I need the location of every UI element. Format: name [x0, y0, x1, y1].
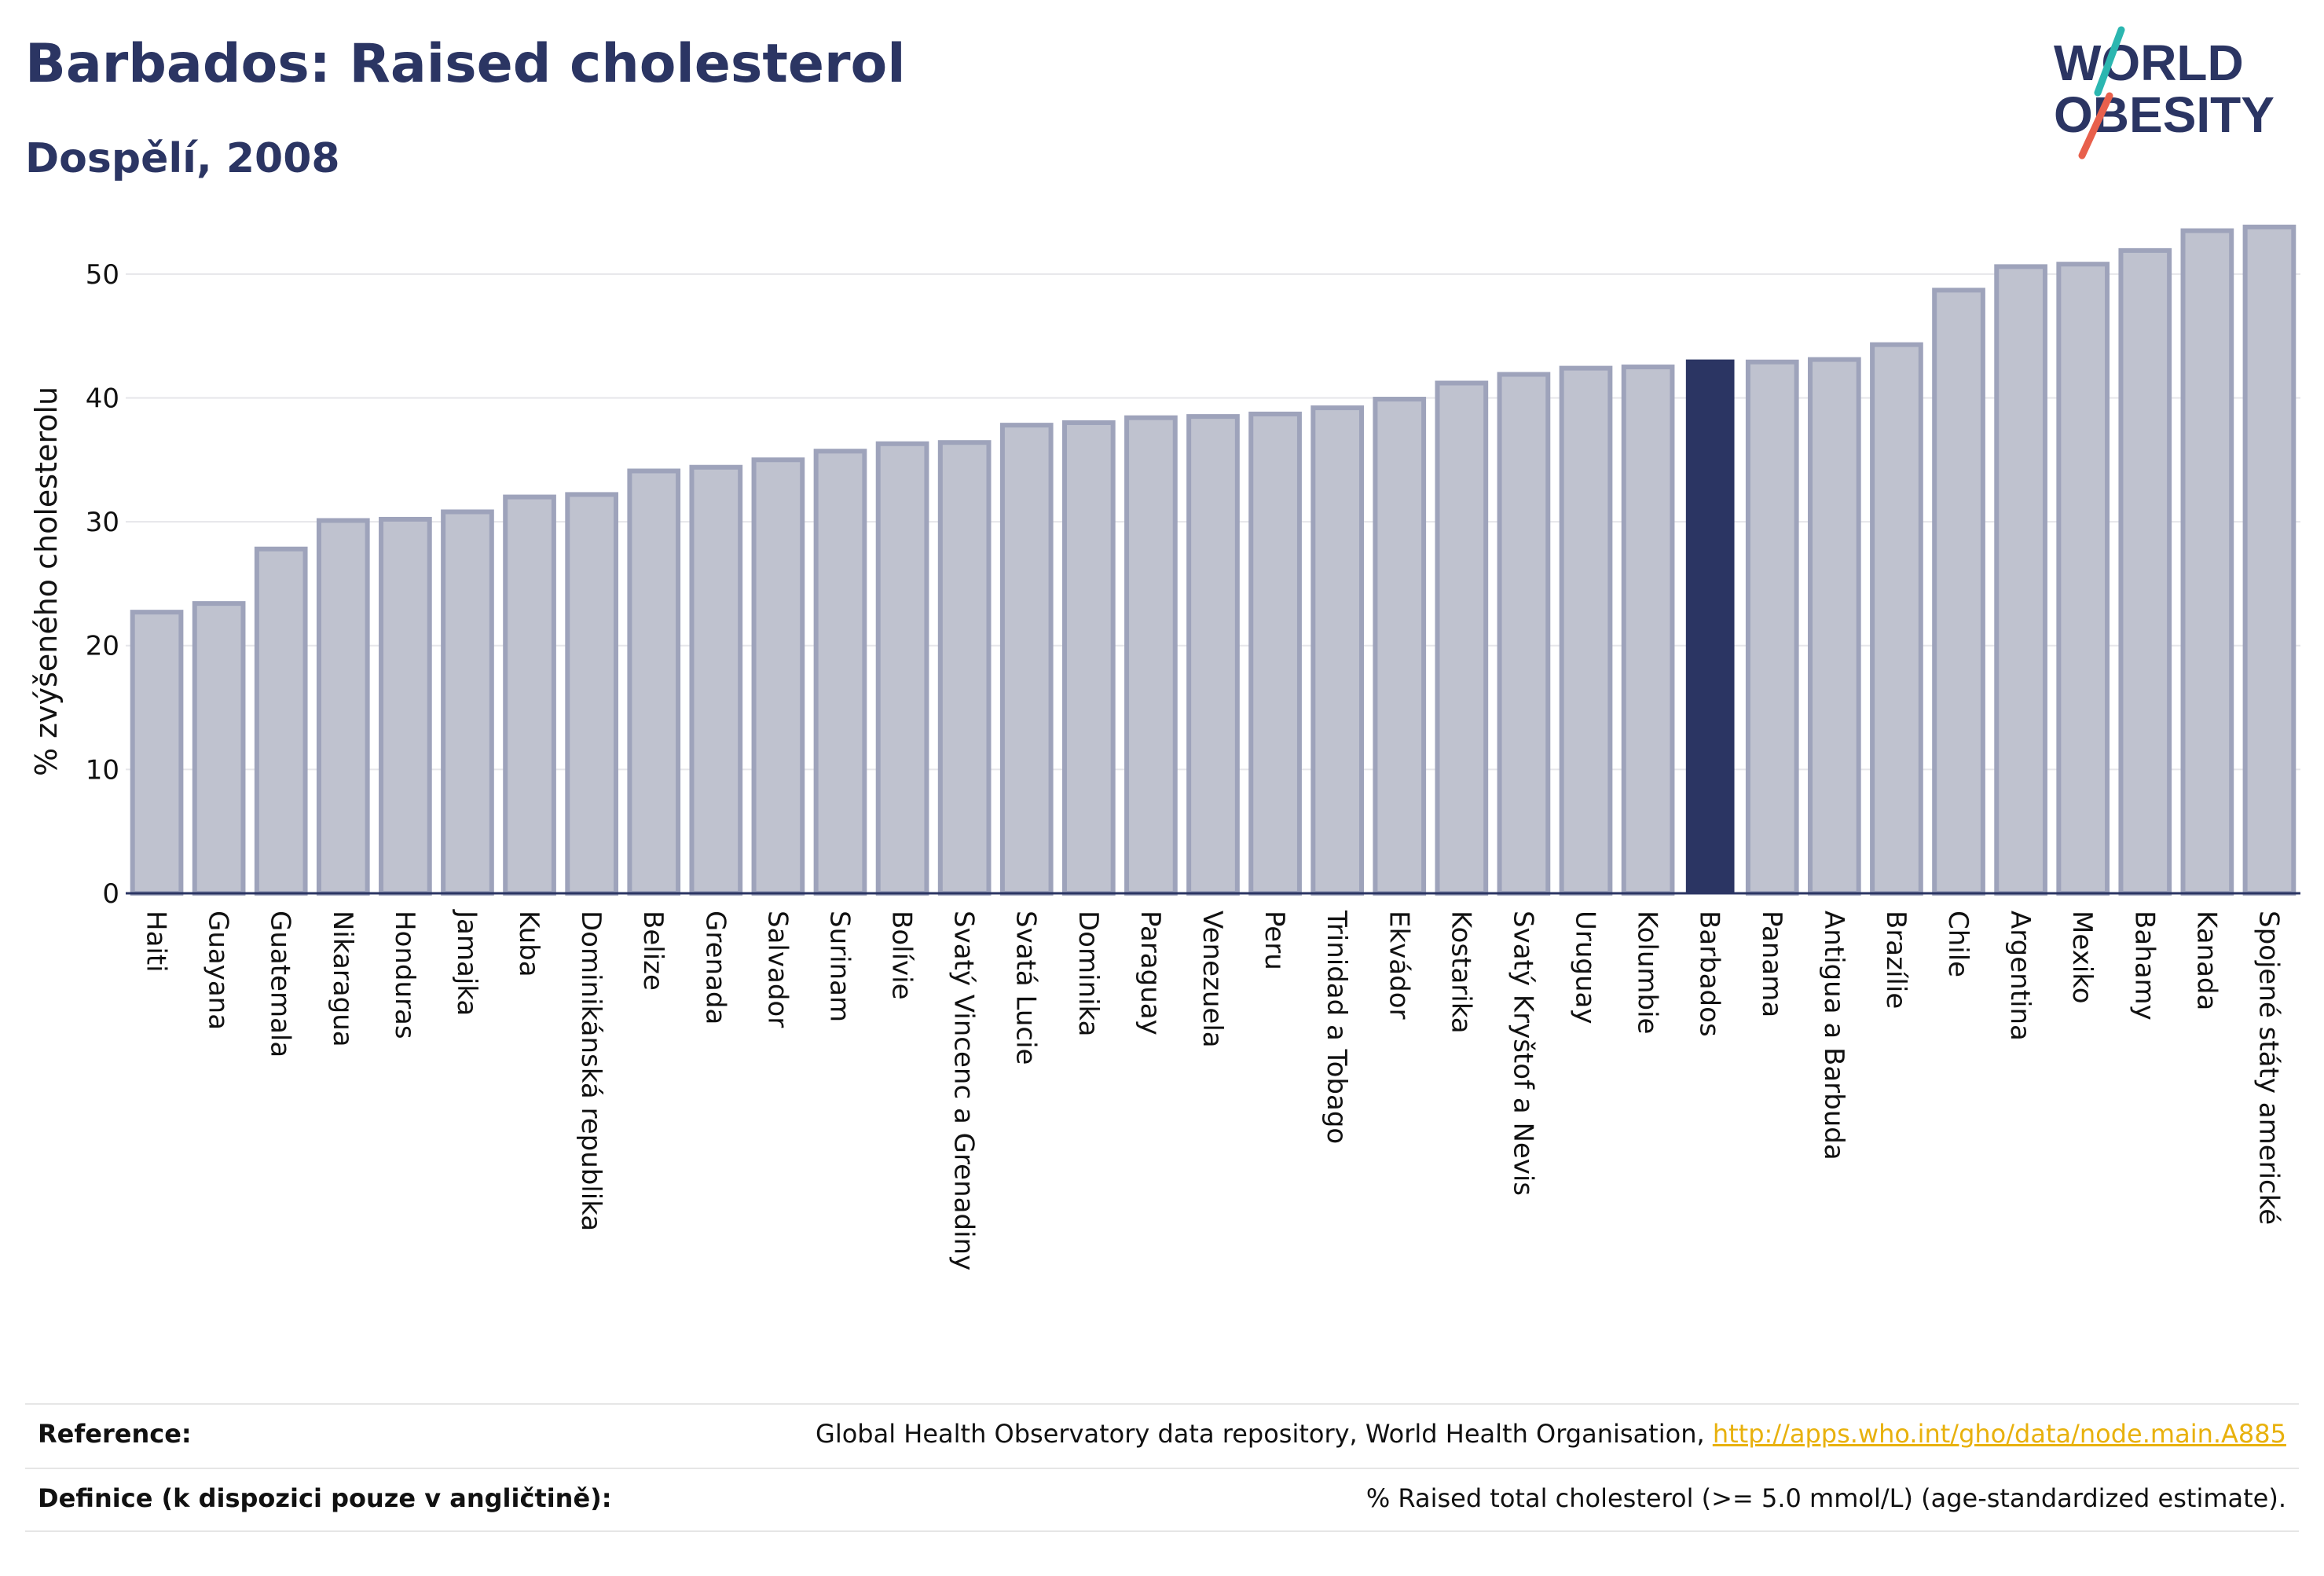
- x-tick-label: Kolumbie: [1632, 911, 1663, 1034]
- bar-haiti[interactable]: [130, 610, 184, 896]
- reference-text: Global Health Observatory data repositor…: [816, 1419, 1713, 1449]
- x-tick-label: Spojené státy americké: [2253, 911, 2284, 1225]
- definition-text: % Raised total cholesterol (>= 5.0 mmol/…: [1365, 1483, 2286, 1513]
- bar-bahamy[interactable]: [2118, 247, 2172, 896]
- x-tick-label: Bahamy: [2128, 911, 2160, 1021]
- y-tick-label: 40: [86, 383, 119, 414]
- bar-bolívie[interactable]: [875, 441, 929, 896]
- bar-svatý-vincenc-a-grenadiny[interactable]: [937, 440, 992, 896]
- bar-salvador[interactable]: [751, 457, 805, 896]
- bar-svatý-kryštof-a-nevis[interactable]: [1497, 372, 1551, 896]
- y-axis-label: % zvýšeného cholesterolu: [29, 387, 64, 776]
- x-tick-label: Chile: [1942, 911, 1974, 977]
- bar-uruguay[interactable]: [1559, 365, 1613, 896]
- x-tick-label: Guatemala: [265, 911, 296, 1057]
- x-tick-label: Uruguay: [1570, 911, 1601, 1024]
- bar-guayana[interactable]: [192, 601, 246, 896]
- x-tick-label: Salvador: [761, 911, 793, 1028]
- x-tick-label: Kostarika: [1445, 911, 1476, 1034]
- y-tick-label: 0: [102, 878, 119, 910]
- x-tick-label: Guayana: [203, 911, 234, 1030]
- x-tick-label: Honduras: [389, 911, 420, 1039]
- bar-ekvádor[interactable]: [1373, 397, 1427, 896]
- bar-svatá-lucie[interactable]: [999, 423, 1054, 896]
- bar-argentina[interactable]: [1994, 264, 2047, 896]
- bar-brazílie[interactable]: [1870, 342, 1923, 896]
- x-tick-label: Dominikánská republika: [575, 911, 607, 1231]
- bar-grenada[interactable]: [689, 464, 743, 896]
- x-tick-label: Argentina: [2004, 911, 2036, 1041]
- x-tick-label: Belize: [637, 911, 669, 991]
- bar-kanada[interactable]: [2180, 228, 2234, 896]
- logo-line-1: WORLD: [2054, 35, 2244, 91]
- reference-row: Reference: Global Health Observatory dat…: [25, 1403, 2299, 1466]
- x-tick-label: Antigua a Barbuda: [1818, 911, 1849, 1160]
- world-obesity-logo: WORLD OBESITY: [2054, 26, 2275, 159]
- bar-belize[interactable]: [627, 468, 681, 896]
- bar-chile[interactable]: [1932, 288, 1985, 896]
- bar-kostarika[interactable]: [1435, 380, 1489, 896]
- x-tick-label: Jamajka: [451, 909, 482, 1016]
- logo-slash-red: [2078, 92, 2113, 159]
- bar-barbados[interactable]: [1685, 359, 1735, 893]
- bar-antigua-a-barbuda[interactable]: [1808, 357, 1861, 896]
- bar-chart: 0 10 20 30 40 50 Haiti Guayana Guatemala Nikarag…: [29, 224, 2300, 1270]
- bar-trinidad-a-tobago[interactable]: [1310, 405, 1365, 896]
- chart-subtitle: Dospělí, 2008: [25, 135, 340, 182]
- chart-title: Barbados: Raised cholesterol: [25, 33, 906, 95]
- bar-guatemala[interactable]: [254, 546, 308, 896]
- x-tick-label: Trinidad a Tobago: [1321, 910, 1352, 1144]
- x-tick-label: Brazílie: [1880, 911, 1912, 1009]
- x-tick-label: Venezuela: [1197, 911, 1228, 1048]
- y-tick-label: 50: [86, 259, 119, 291]
- logo-slash-teal: [2094, 26, 2125, 97]
- x-tick-label: Barbados: [1694, 911, 1725, 1037]
- reference-label: Reference:: [38, 1419, 192, 1449]
- x-tick-label: Svatý Kryštof a Nevis: [1507, 911, 1538, 1196]
- bar-jamajka[interactable]: [441, 509, 494, 896]
- x-tick-label: Dominika: [1072, 911, 1104, 1036]
- x-tick-label: Svatý Vincenc a Grenadiny: [948, 911, 980, 1270]
- x-tick-label: Haiti: [141, 911, 172, 973]
- bar-nikaragua[interactable]: [316, 518, 370, 896]
- reference-link[interactable]: http://apps.who.int/gho/data/node.main.A…: [1712, 1419, 2286, 1449]
- y-tick-label: 20: [86, 631, 119, 662]
- x-tick-label: Mexiko: [2066, 911, 2098, 1004]
- bar-honduras[interactable]: [379, 516, 432, 896]
- x-tick-label: Svatá Lucie: [1010, 911, 1042, 1065]
- y-tick-label: 10: [86, 754, 119, 786]
- bar-kuba[interactable]: [503, 494, 556, 896]
- x-tick-label: Grenada: [699, 911, 731, 1024]
- x-tick-label: Ekvádor: [1383, 911, 1414, 1020]
- x-tick-label: Panama: [1756, 911, 1787, 1017]
- x-tick-label: Paraguay: [1135, 911, 1166, 1035]
- bar-panama[interactable]: [1745, 359, 1799, 896]
- x-tick-label: Surinam: [823, 911, 855, 1022]
- x-tick-label: Kanada: [2190, 911, 2222, 1010]
- reference-value: Global Health Observatory data repositor…: [816, 1419, 2286, 1449]
- bar-surinam[interactable]: [813, 449, 867, 896]
- definition-label: Definice (k dispozici pouze v angličtině…: [38, 1483, 612, 1513]
- x-tick-label: Kuba: [513, 911, 544, 977]
- definition-row: Definice (k dispozici pouze v angličtině…: [25, 1468, 2299, 1532]
- x-tick-label: Peru: [1259, 911, 1290, 970]
- x-tick-label: Nikaragua: [327, 911, 358, 1047]
- bar-dominika[interactable]: [1061, 420, 1116, 896]
- bar-venezuela[interactable]: [1186, 414, 1240, 896]
- x-tick-label: Bolívie: [886, 911, 918, 1000]
- y-tick-label: 30: [86, 507, 119, 538]
- bar-spojené-státy-americké[interactable]: [2242, 224, 2297, 896]
- bar-mexiko[interactable]: [2056, 262, 2110, 896]
- bar-paraguay[interactable]: [1124, 415, 1178, 896]
- bar-kolumbie[interactable]: [1621, 365, 1675, 896]
- bar-peru[interactable]: [1248, 411, 1302, 896]
- bar-dominikánská-republika[interactable]: [565, 492, 618, 896]
